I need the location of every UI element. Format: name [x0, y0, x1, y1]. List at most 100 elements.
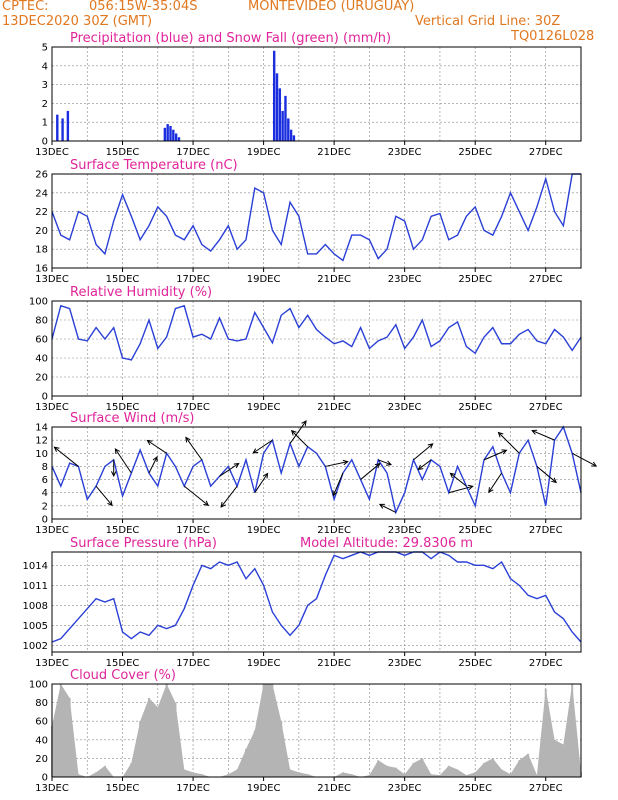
wind-arrow-head — [467, 484, 474, 491]
y-tick-label: 40 — [35, 354, 48, 365]
wind-arrow — [291, 430, 309, 448]
x-tick-label: 27DEC — [529, 525, 563, 536]
x-tick-label: 21DEC — [317, 402, 351, 413]
wind-arrow — [360, 463, 381, 480]
cloud-cover-bar — [253, 730, 256, 777]
y-tick-label: 1005 — [23, 621, 48, 632]
y-tick-label: 80 — [35, 316, 48, 327]
wind-arrow — [220, 485, 238, 508]
y-tick-label: 1 — [42, 118, 48, 129]
cloud-cover-bar — [465, 775, 468, 777]
x-tick-label: 27DEC — [529, 783, 563, 794]
wind-arrow — [95, 485, 113, 506]
wind-arrow — [254, 473, 268, 493]
series-line-2 — [51, 304, 582, 361]
y-tick-label: 0 — [42, 137, 48, 148]
x-tick-label: 15DEC — [106, 783, 140, 794]
panel-title: Relative Humidity (%) — [70, 285, 212, 300]
y-tick-label: 80 — [35, 698, 48, 709]
header-line1-left: CPTEC: — [2, 0, 49, 14]
cloud-cover-bar — [227, 774, 230, 777]
x-tick-label: 21DEC — [317, 658, 351, 669]
y-tick-label: 0 — [42, 773, 48, 784]
x-tick-label: 13DEC — [35, 274, 69, 285]
precip-bar — [172, 129, 175, 141]
header-coords: 056:15W-35:04S — [89, 0, 198, 14]
wind-arrow-head — [185, 436, 191, 443]
wind-arrow-head — [332, 490, 338, 497]
y-tick-label: 6 — [42, 475, 48, 486]
y-tick-label: 2 — [42, 501, 48, 512]
cloud-cover-bar — [421, 758, 424, 777]
series-line-1 — [51, 173, 581, 262]
cloud-cover-bar — [527, 753, 530, 777]
x-tick-label: 17DEC — [176, 147, 210, 158]
x-tick-label: 13DEC — [35, 658, 69, 669]
y-tick-label: 20 — [35, 754, 48, 765]
cloud-cover-bar — [394, 767, 397, 777]
y-tick-label: 40 — [35, 735, 48, 746]
wind-arrow — [536, 466, 557, 483]
cloud-cover-bar — [386, 765, 389, 777]
panel-frame — [51, 551, 582, 653]
cloud-cover-bar — [438, 775, 441, 777]
y-tick-label: 100 — [29, 297, 48, 308]
x-tick-label: 21DEC — [317, 783, 351, 794]
cloud-cover-bar — [262, 684, 265, 777]
wind-arrow-head — [591, 461, 598, 467]
cloud-cover-bar — [377, 760, 380, 777]
y-tick-label: 22 — [35, 207, 48, 218]
precip-bar — [61, 118, 64, 141]
x-tick-label: 15DEC — [106, 147, 140, 158]
wind-arrow — [483, 449, 507, 461]
y-tick-label: 18 — [35, 245, 48, 256]
cloud-cover-bar — [483, 763, 486, 777]
x-tick-label: 25DEC — [458, 274, 492, 285]
cloud-cover-bar — [139, 721, 142, 777]
y-tick-label: 100 — [29, 680, 48, 691]
x-tick-label: 19DEC — [247, 274, 281, 285]
panel-title: Precipitation (blue) and Snow Fall (gree… — [70, 31, 391, 46]
y-tick-label: 60 — [35, 335, 48, 346]
x-tick-label: 19DEC — [247, 147, 281, 158]
x-tick-label: 13DEC — [35, 783, 69, 794]
x-tick-label: 23DEC — [388, 525, 422, 536]
y-tick-label: 0 — [42, 515, 48, 526]
cloud-cover-bar — [183, 769, 186, 777]
y-tick-label: 24 — [35, 188, 48, 199]
wind-arrow — [332, 472, 344, 496]
y-tick-label: 16 — [35, 264, 48, 275]
x-tick-label: 25DEC — [458, 147, 492, 158]
cloud-cover-bar — [553, 739, 556, 777]
wind-arrow — [325, 461, 348, 467]
y-tick-label: 14 — [35, 423, 48, 434]
cloud-cover-bar — [403, 774, 406, 777]
panel-frame — [51, 300, 582, 397]
wind-arrow-head — [385, 460, 393, 466]
x-tick-label: 19DEC — [247, 658, 281, 669]
precip-bar — [169, 125, 172, 141]
x-tick-label: 25DEC — [458, 402, 492, 413]
x-tick-label: 13DEC — [35, 525, 69, 536]
wind-arrow-head — [290, 429, 297, 436]
wind-arrow — [148, 456, 158, 474]
x-tick-label: 25DEC — [458, 525, 492, 536]
y-tick-label: 12 — [35, 436, 48, 447]
y-tick-label: 5 — [42, 43, 48, 54]
y-tick-label: 8 — [42, 462, 48, 473]
x-tick-label: 15DEC — [106, 274, 140, 285]
y-tick-label: 1014 — [23, 561, 48, 572]
y-tick-label: 20 — [35, 226, 48, 237]
wind-arrow-head — [203, 500, 210, 507]
cloud-cover-bar — [95, 772, 98, 777]
precip-bar — [166, 124, 169, 141]
cloud-cover-bar — [474, 772, 477, 777]
wind-arrow — [289, 420, 307, 444]
x-tick-label: 15DEC — [106, 525, 140, 536]
panel-frame — [51, 46, 582, 142]
wind-arrow-head — [111, 471, 117, 477]
x-tick-label: 19DEC — [247, 783, 281, 794]
x-tick-label: 27DEC — [529, 274, 563, 285]
x-tick-label: 25DEC — [458, 658, 492, 669]
